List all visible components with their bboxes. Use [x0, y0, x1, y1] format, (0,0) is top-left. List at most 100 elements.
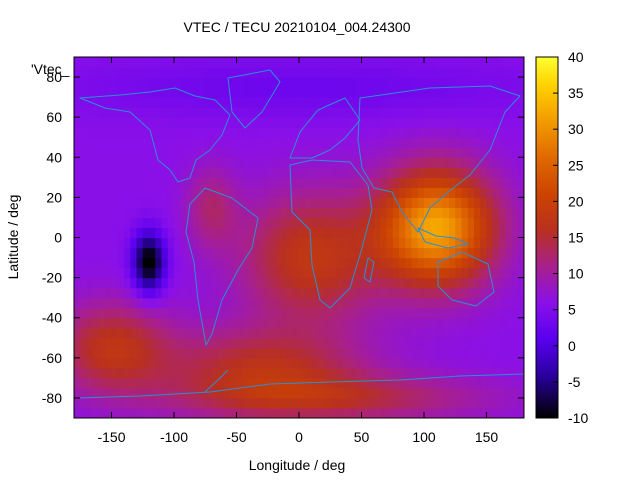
heatmap-cell [86, 287, 94, 299]
heatmap-cell [199, 257, 206, 269]
heatmap-cell [236, 107, 244, 118]
heatmap-cell [242, 87, 250, 98]
heatmap-cell [99, 397, 106, 409]
heatmap-cell [86, 157, 94, 168]
heatmap-cell [205, 257, 213, 269]
heatmap-cell [436, 247, 444, 259]
heatmap-cell [386, 57, 394, 68]
heatmap-cell [105, 247, 113, 259]
coastline-asia [357, 85, 521, 233]
heatmap-cell [255, 247, 263, 259]
heatmap-cell [411, 397, 419, 409]
heatmap-cell [405, 127, 413, 138]
heatmap-cell [267, 187, 275, 198]
heatmap-cell [386, 367, 394, 379]
heatmap-cell [174, 267, 181, 279]
heatmap-cell [517, 357, 524, 369]
heatmap-cell [205, 87, 213, 98]
heatmap-cell [449, 187, 456, 198]
heatmap-cell [455, 127, 463, 138]
heatmap-cell [136, 397, 144, 409]
heatmap-cell [205, 387, 213, 399]
heatmap-cell [486, 127, 494, 138]
heatmap-cell [517, 397, 524, 409]
heatmap-cell [199, 227, 206, 239]
heatmap-cell [211, 307, 219, 319]
heatmap-cell [261, 327, 269, 339]
heatmap-cell [205, 407, 213, 418]
heatmap-cell [317, 367, 325, 379]
heatmap-cell [286, 297, 294, 309]
heatmap-cell [361, 97, 369, 108]
heatmap-cell [517, 287, 524, 299]
heatmap-cell [117, 397, 125, 409]
heatmap-cell [99, 367, 106, 379]
heatmap-cell [130, 67, 138, 78]
heatmap-cell [136, 97, 144, 108]
heatmap-cell [211, 237, 219, 249]
heatmap-cell [492, 137, 500, 148]
heatmap-cell [149, 97, 156, 108]
heatmap-cell [217, 327, 225, 339]
heatmap-cell [155, 167, 163, 178]
heatmap-cell [492, 237, 500, 249]
heatmap-cell [224, 407, 231, 418]
heatmap-cell [130, 187, 138, 198]
heatmap-cell [380, 147, 388, 158]
heatmap-cell [486, 167, 494, 178]
heatmap-cell [261, 297, 269, 309]
heatmap-cell [467, 207, 475, 219]
heatmap-cell [299, 327, 306, 339]
heatmap-cell [99, 317, 106, 329]
heatmap-cell [174, 337, 181, 349]
heatmap-cell [392, 397, 400, 409]
heatmap-cell [186, 77, 194, 88]
heatmap-cell [205, 377, 213, 389]
heatmap-cell [180, 267, 188, 279]
heatmap-cell [361, 147, 369, 158]
heatmap-cell [330, 87, 338, 98]
heatmap-cell [217, 77, 225, 88]
heatmap-cell [374, 87, 381, 98]
heatmap-cell [155, 297, 163, 309]
heatmap-cell [192, 147, 200, 158]
heatmap-cell [467, 67, 475, 78]
heatmap-cell [186, 97, 194, 108]
heatmap-cell [324, 117, 331, 128]
heatmap-cell [186, 367, 194, 379]
coastline-greenland [227, 69, 281, 129]
heatmap-cell [130, 387, 138, 399]
heatmap-cell [149, 117, 156, 128]
heatmap-cell [180, 187, 188, 198]
heatmap-cell [211, 257, 219, 269]
heatmap-cell [399, 337, 406, 349]
heatmap-cell [386, 117, 394, 128]
heatmap-cell [217, 347, 225, 359]
heatmap-cell [86, 107, 94, 118]
heatmap-cell [142, 237, 150, 249]
heatmap-cell [192, 227, 200, 239]
heatmap-cell [480, 77, 488, 88]
heatmap-cell [242, 57, 250, 68]
heatmap-cell [499, 127, 506, 138]
heatmap-cell [167, 137, 175, 148]
heatmap-cell [124, 297, 131, 309]
heatmap-cell [374, 97, 381, 108]
heatmap-cell [105, 177, 113, 188]
heatmap-cell [436, 157, 444, 168]
heatmap-cell [449, 167, 456, 178]
heatmap-cell [174, 347, 181, 359]
heatmap-cell [142, 257, 150, 269]
heatmap-cell [511, 67, 519, 78]
heatmap-cell [361, 287, 369, 299]
heatmap-cell [174, 277, 181, 289]
heatmap-cell [311, 367, 319, 379]
heatmap-cell [392, 367, 400, 379]
heatmap-cell [517, 247, 524, 259]
heatmap-cell [136, 277, 144, 289]
heatmap-cell [186, 227, 194, 239]
heatmap-cell [380, 387, 388, 399]
heatmap-cell [436, 217, 444, 229]
heatmap-cell [317, 247, 325, 259]
heatmap-cell [286, 227, 294, 239]
